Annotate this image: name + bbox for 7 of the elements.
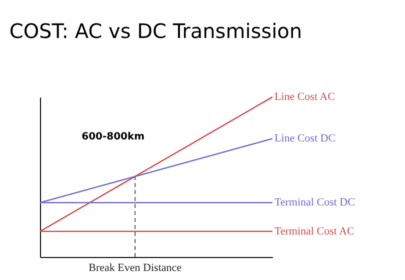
series-label: Terminal Cost AC	[274, 225, 354, 238]
chart-title: COST: AC vs DC Transmission	[9, 19, 302, 43]
series-label: Line Cost AC	[274, 91, 335, 103]
text: Break Even Distance	[88, 262, 182, 274]
annotation: 600-800km	[82, 131, 145, 142]
series-label: Terminal Cost DC	[274, 196, 355, 209]
series-label: Line Cost DC	[274, 132, 336, 145]
